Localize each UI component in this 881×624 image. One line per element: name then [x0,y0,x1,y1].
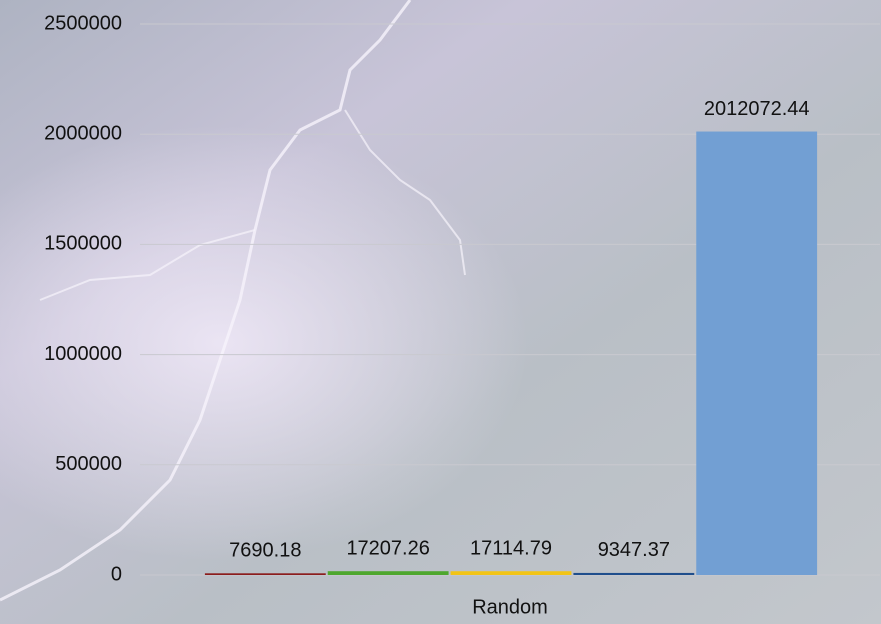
y-tick-label: 2000000 [44,122,122,144]
y-tick-label: 1500000 [44,233,122,255]
x-tick-label: Random [472,596,548,618]
bar [204,573,326,575]
lightning-decoration [0,0,412,602]
data-label: 17114.79 [470,538,552,560]
y-tick-label: 2500000 [44,12,122,34]
y-tick-label: 500000 [55,453,122,475]
bar [573,572,695,575]
lightning-decoration [344,109,466,276]
bar [327,571,449,575]
data-label: 17207.26 [346,537,429,559]
data-label: 9347.37 [598,539,670,561]
plot-area: 0 500000 1000000 1500000 2000000 2500000 Rando… [44,12,880,618]
y-tick-label: 1000000 [44,343,122,365]
bar [450,571,572,575]
data-label: 2012072.44 [704,98,810,120]
bar [696,131,818,575]
y-tick-label: 0 [111,563,122,585]
lightning-decoration [39,229,256,301]
data-label: 7690.18 [229,540,301,562]
